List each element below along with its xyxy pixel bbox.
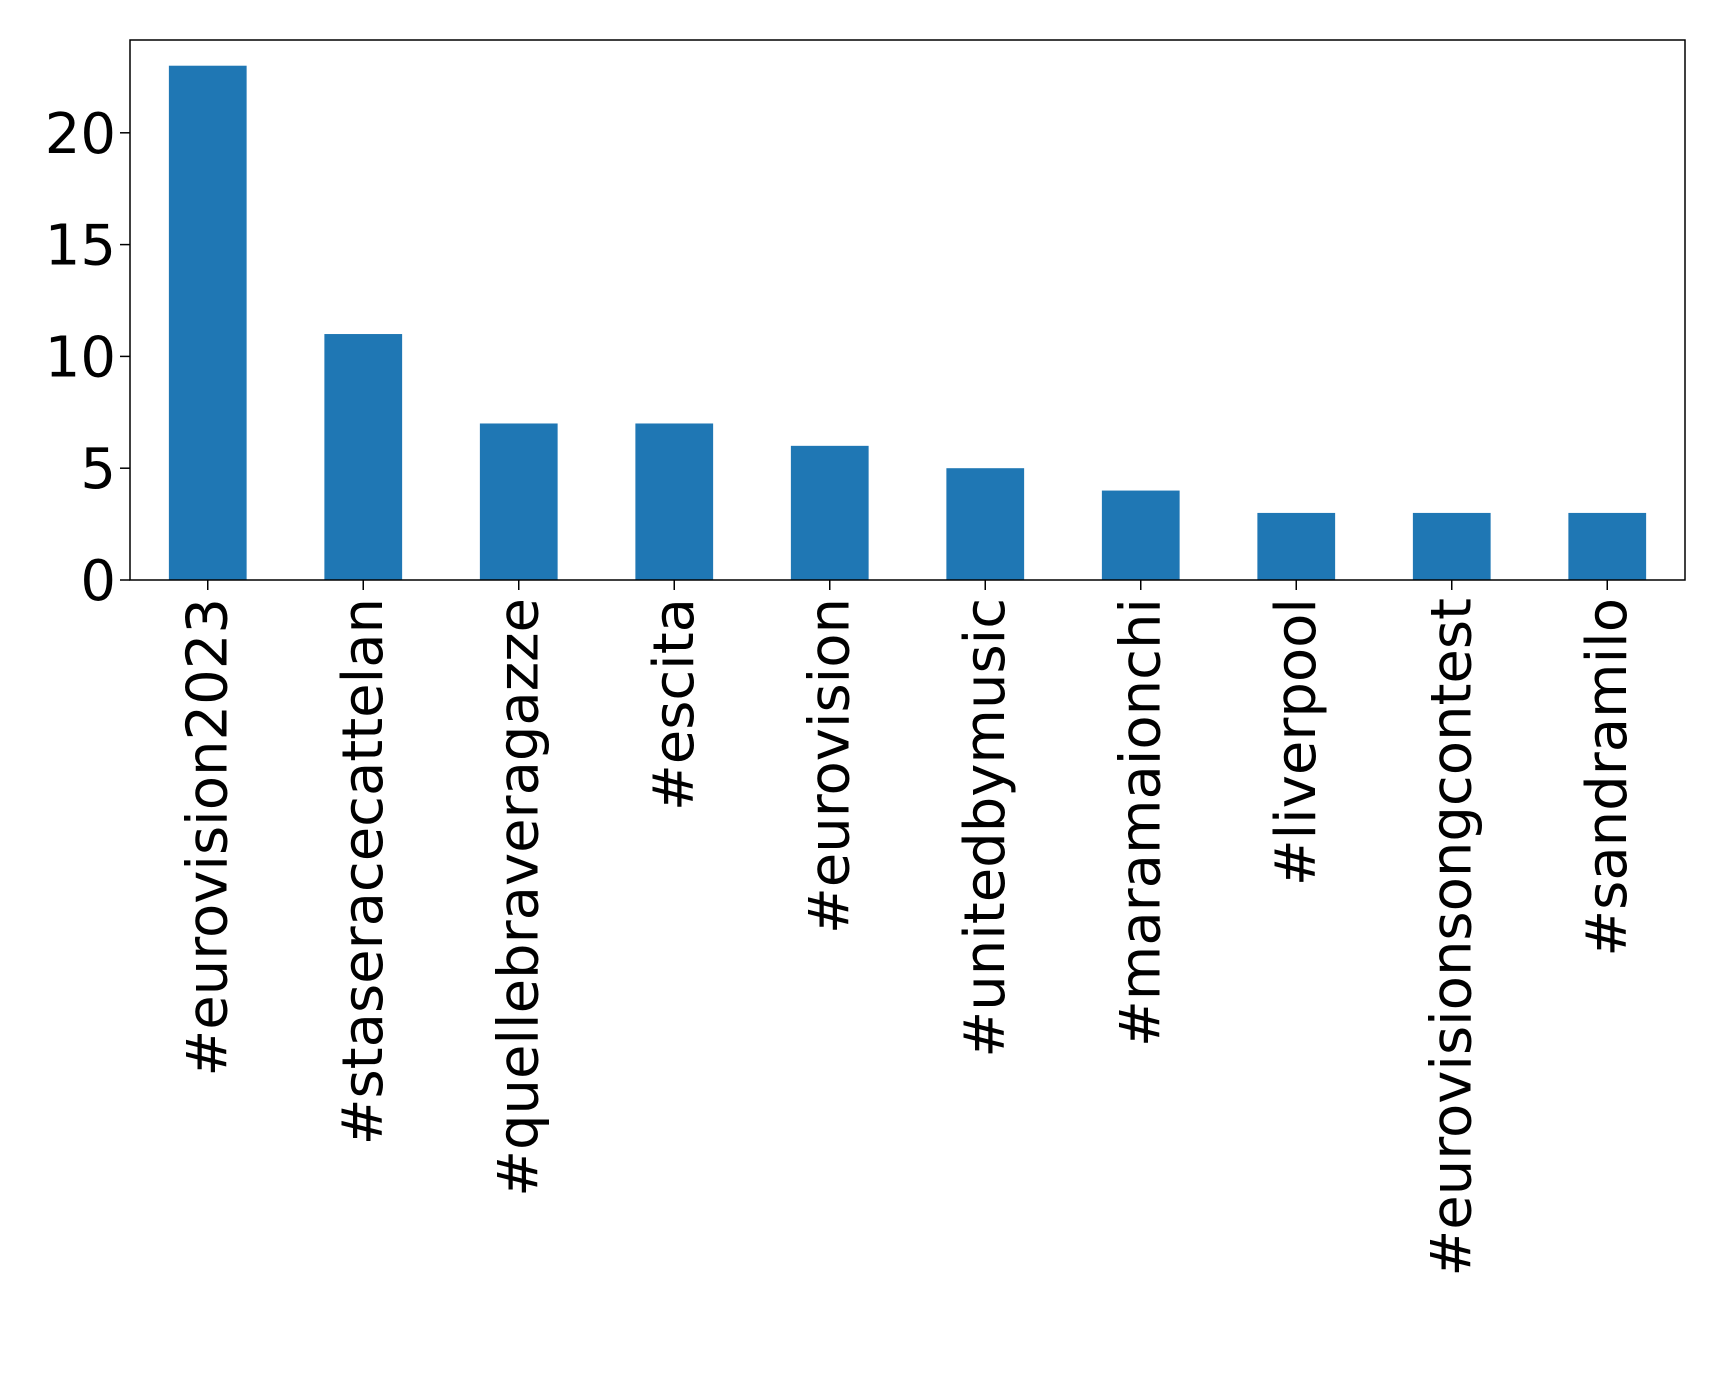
- x-tick-label-5: #unitedbymusic: [953, 598, 1018, 1058]
- bar-0: [168, 65, 247, 580]
- bar-5: [946, 468, 1025, 580]
- bar-1: [324, 334, 403, 580]
- bars-layer: [168, 65, 1647, 580]
- bar-6: [1101, 490, 1180, 580]
- x-tick-label-2: #quellebraveragazze: [486, 598, 551, 1197]
- y-axis: 0 5 10 15 20: [45, 102, 130, 614]
- x-axis: #eurovision2023 #staseracecattelan #quelle…: [175, 580, 1640, 1277]
- x-tick-label-7: #liverpool: [1264, 598, 1329, 886]
- bar-8: [1412, 512, 1491, 580]
- bar-4: [790, 445, 869, 580]
- bar-2: [479, 423, 558, 580]
- plot-frame: [129, 39, 1686, 581]
- y-tick-label-0: 0: [80, 549, 116, 614]
- x-tick-label-3: #escita: [642, 598, 707, 811]
- y-tick-label-4: 20: [45, 102, 116, 167]
- y-tick-label-3: 15: [45, 214, 116, 279]
- x-tick-label-9: #sandramilo: [1575, 598, 1640, 957]
- x-tick-label-4: #eurovision: [797, 598, 862, 934]
- x-tick-label-6: #maramaionchi: [1108, 598, 1173, 1047]
- bar-7: [1257, 512, 1336, 580]
- y-tick-label-1: 5: [80, 437, 116, 502]
- x-tick-label-1: #staseracecattelan: [331, 598, 396, 1145]
- x-tick-label-8: #eurovisionsongcontest: [1419, 598, 1484, 1277]
- bar-3: [635, 423, 714, 580]
- bar-9: [1568, 512, 1647, 580]
- y-tick-label-2: 10: [45, 325, 116, 390]
- x-tick-label-0: #eurovision2023: [175, 598, 240, 1077]
